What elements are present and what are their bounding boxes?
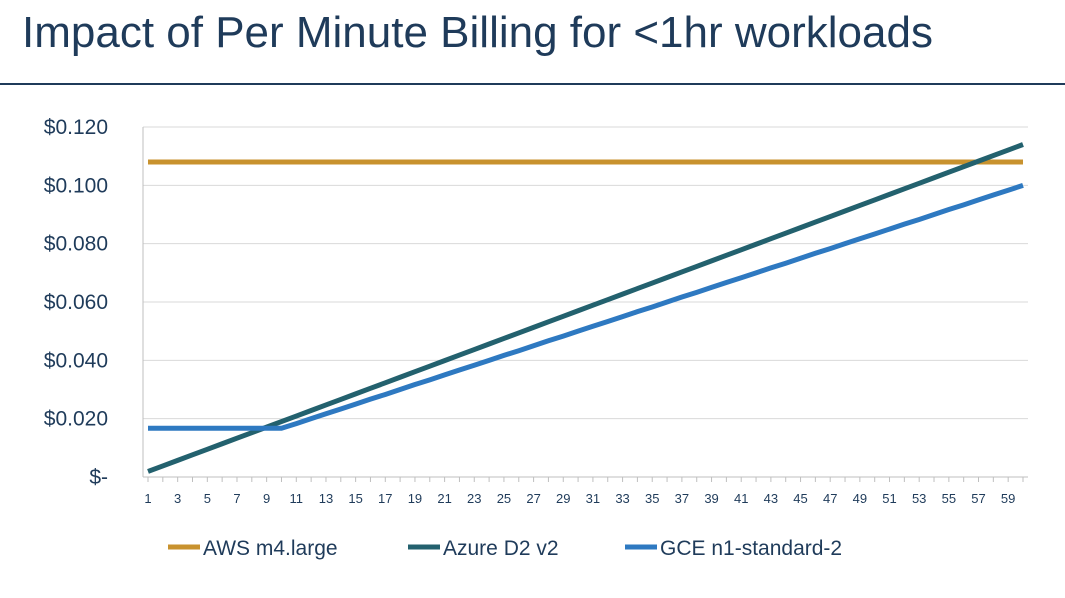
legend-label: GCE n1-standard-2 — [660, 537, 842, 560]
x-tick-label: 9 — [263, 491, 270, 506]
x-tick-label: 55 — [942, 491, 956, 506]
x-tick-label: 15 — [348, 491, 362, 506]
x-tick-label: 23 — [467, 491, 481, 506]
slide-title: Impact of Per Minute Billing for <1hr wo… — [22, 8, 933, 57]
axes — [142, 127, 1028, 482]
legend-label: AWS m4.large — [203, 537, 338, 560]
x-tick-label: 25 — [497, 491, 511, 506]
legend-label: Azure D2 v2 — [443, 537, 559, 560]
x-tick-label: 3 — [174, 491, 181, 506]
x-tick-label: 29 — [556, 491, 570, 506]
title-divider — [0, 83, 1065, 85]
y-tick-label: $- — [89, 466, 108, 489]
y-tick-label: $0.080 — [44, 233, 108, 256]
y-tick-label: $0.040 — [44, 349, 108, 372]
x-tick-label: 53 — [912, 491, 926, 506]
series-line-2 — [148, 182, 1024, 431]
x-tick-label: 21 — [437, 491, 451, 506]
x-tick-label: 37 — [675, 491, 689, 506]
x-tick-label: 39 — [704, 491, 718, 506]
x-tick-label: 41 — [734, 491, 748, 506]
x-tick-label: 31 — [586, 491, 600, 506]
x-tick-label: 13 — [319, 491, 333, 506]
x-axis-tick-labels: 1 3 5 7 9 11 13 15 17 19 21 23 25 27 29 31 33 35 37 39 41 43 4… — [144, 491, 1015, 506]
x-tick-label: 7 — [233, 491, 240, 506]
y-tick-label: $0.020 — [44, 408, 108, 431]
x-tick-label: 35 — [645, 491, 659, 506]
x-tick-label: 43 — [764, 491, 778, 506]
y-tick-label: $0.120 — [44, 116, 108, 139]
y-tick-label: $0.100 — [44, 174, 108, 197]
y-tick-label: $0.060 — [44, 291, 108, 314]
x-tick-label: 47 — [823, 491, 837, 506]
x-tick-label: 19 — [408, 491, 422, 506]
x-tick-label: 1 — [144, 491, 151, 506]
series-lines — [147, 142, 1024, 474]
x-tick-label: 51 — [882, 491, 896, 506]
x-tick-label: 33 — [615, 491, 629, 506]
x-tick-label: 17 — [378, 491, 392, 506]
legend: AWS m4.large Azure D2 v2 GCE n1-standard-2 — [168, 537, 842, 560]
x-tick-label: 57 — [971, 491, 985, 506]
series-line-1 — [147, 142, 1024, 474]
x-tick-label: 27 — [526, 491, 540, 506]
x-tick-label: 59 — [1001, 491, 1015, 506]
x-tick-label: 11 — [290, 491, 304, 506]
y-axis-tick-labels: $- $0.020 $0.040 $0.060 $0.080 $0.100 $0.120 — [44, 116, 108, 489]
x-tick-label: 45 — [793, 491, 807, 506]
x-tick-label: 49 — [853, 491, 867, 506]
x-tick-label: 5 — [204, 491, 211, 506]
